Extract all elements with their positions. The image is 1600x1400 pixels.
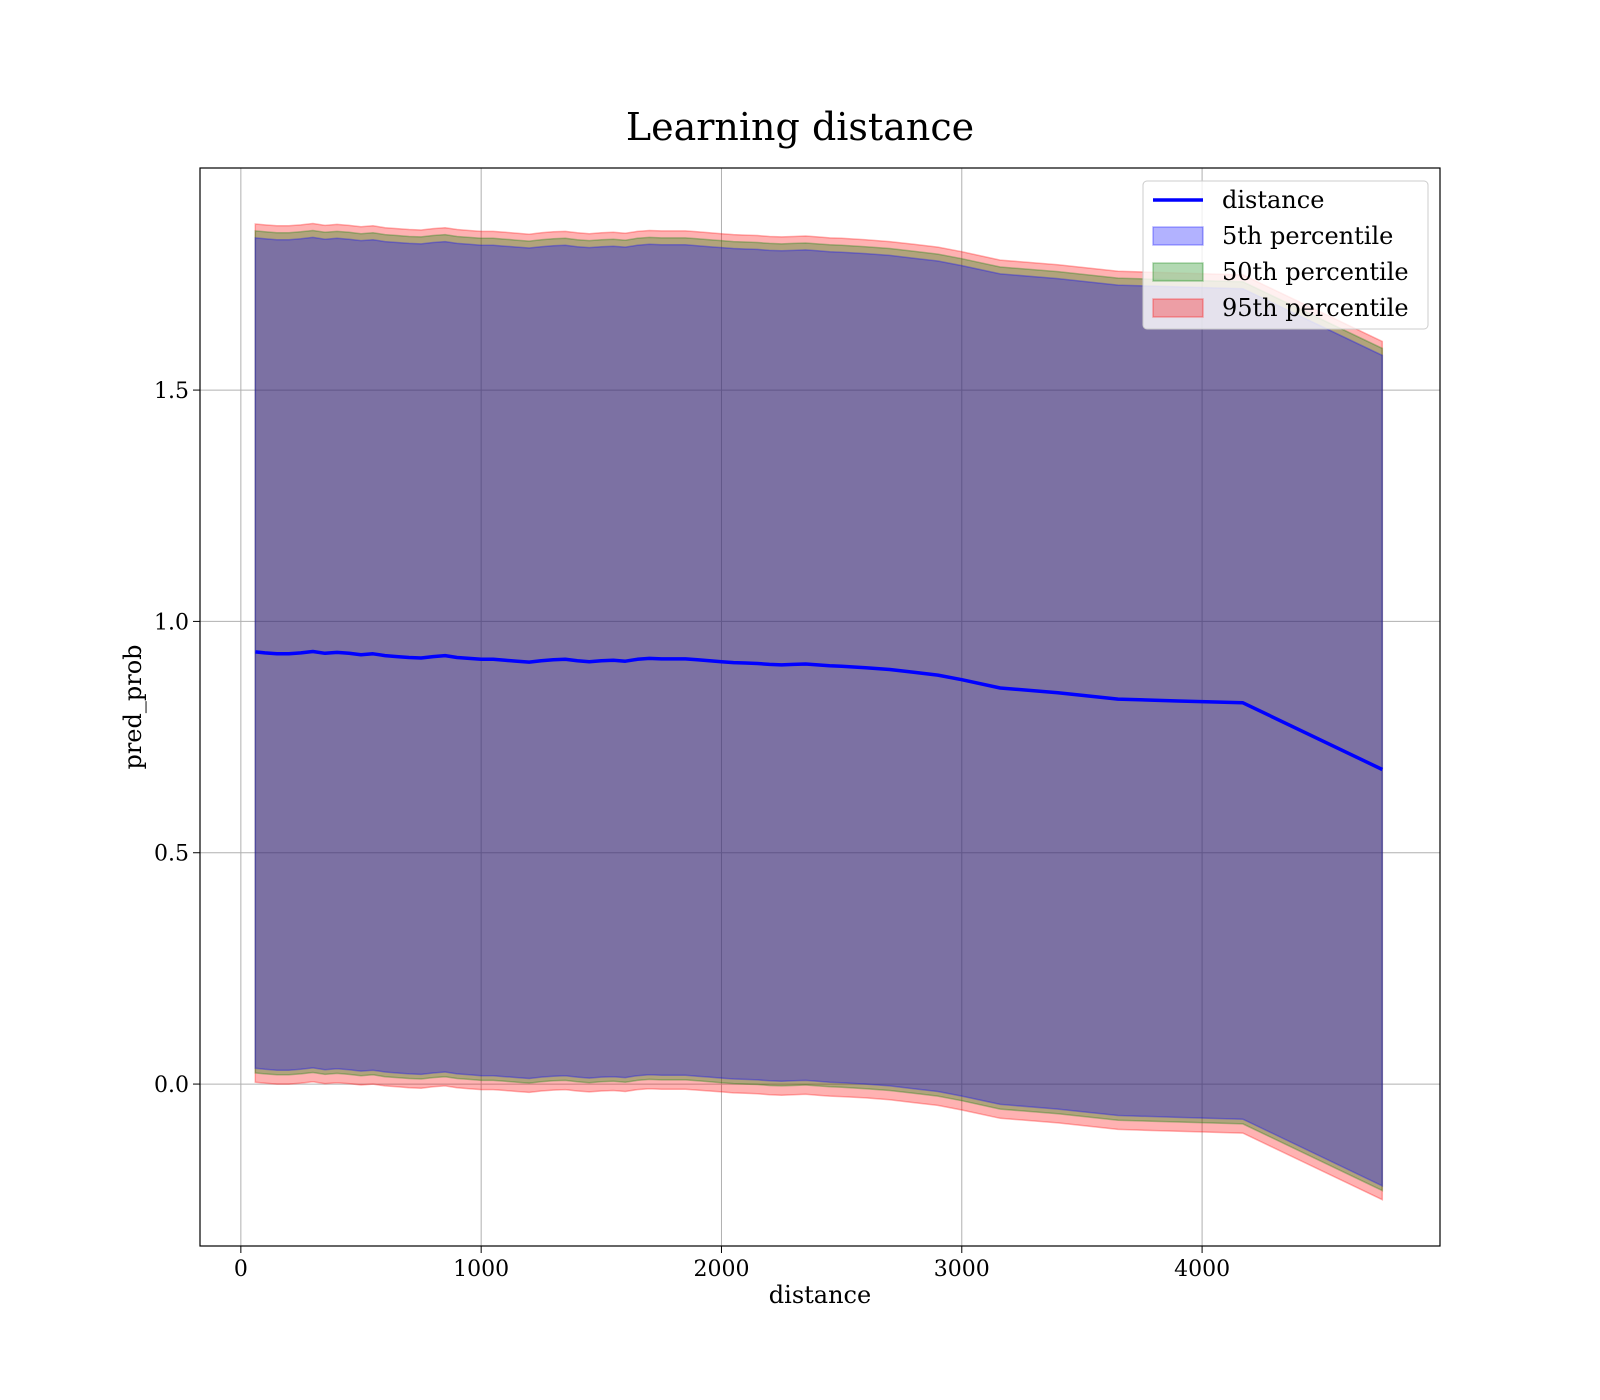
y-axis-title: pred_prob bbox=[119, 644, 147, 769]
y-tick-label-3: 1.5 bbox=[154, 379, 189, 404]
band-5th-percentile bbox=[254, 236, 1384, 1188]
legend-swatch-95th-percentile bbox=[1152, 298, 1204, 318]
x-axis-ticks: 0 1000 2000 3000 4000 bbox=[234, 1246, 1230, 1282]
legend-label-95th-percentile: 95th percentile bbox=[1222, 294, 1409, 322]
y-axis-ticks: 0.0 0.5 1.0 1.5 bbox=[154, 379, 200, 1098]
band-95th-percentile bbox=[254, 222, 1384, 1201]
legend-box bbox=[1142, 180, 1429, 330]
series-lines bbox=[255, 649, 1384, 772]
x-tick-label-0: 0 bbox=[234, 1257, 248, 1282]
series-line-distance bbox=[255, 649, 1384, 772]
percentile-bands bbox=[254, 222, 1384, 1201]
x-axis-title: distance bbox=[769, 1281, 871, 1309]
legend-swatch-5th-percentile bbox=[1152, 226, 1204, 246]
legend-label-50th-percentile: 50th percentile bbox=[1222, 258, 1409, 286]
x-tick-label-4: 4000 bbox=[1174, 1257, 1230, 1282]
legend-label-5th-percentile: 5th percentile bbox=[1222, 222, 1393, 250]
x-tick-label-1: 1000 bbox=[453, 1257, 509, 1282]
band-50th-percentile bbox=[254, 229, 1384, 1192]
chart-title: Learning distance bbox=[626, 105, 974, 149]
x-tick-label-3: 3000 bbox=[934, 1257, 990, 1282]
y-tick-label-2: 1.0 bbox=[154, 610, 189, 635]
grid-lines bbox=[200, 168, 1440, 1246]
y-tick-label-0: 0.0 bbox=[154, 1073, 189, 1098]
legend: distance 5th percentile 50th percentile 95t… bbox=[1142, 180, 1429, 330]
x-tick-label-2: 2000 bbox=[693, 1257, 749, 1282]
plot-area-frame bbox=[199, 167, 1441, 1247]
legend-label-distance: distance bbox=[1222, 186, 1324, 214]
legend-swatch-50th-percentile bbox=[1152, 262, 1204, 282]
y-tick-label-1: 0.5 bbox=[154, 842, 189, 867]
